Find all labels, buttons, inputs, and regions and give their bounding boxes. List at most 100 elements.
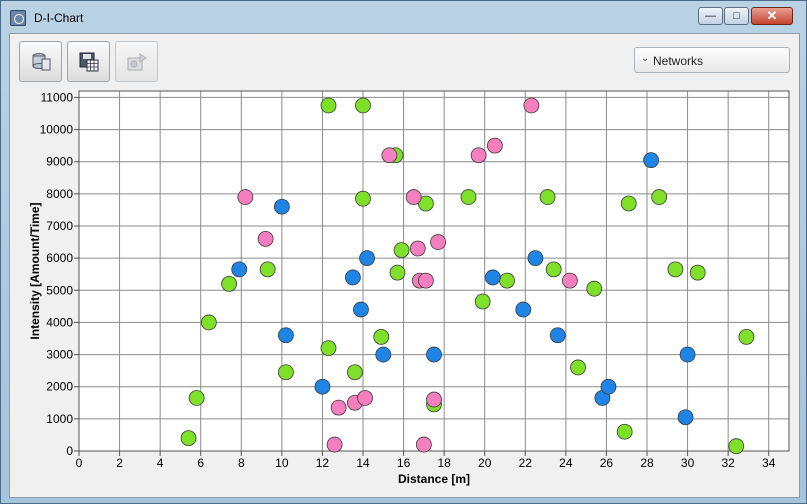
x-tick-label: 28 xyxy=(640,456,654,470)
data-point xyxy=(426,346,442,363)
data-point xyxy=(523,97,540,114)
data-point xyxy=(689,264,706,281)
data-point xyxy=(353,301,369,318)
data-point xyxy=(667,261,684,278)
data-point xyxy=(651,189,668,205)
x-tick-label: 32 xyxy=(721,456,735,470)
y-tick-label: 5000 xyxy=(46,283,73,297)
data-point xyxy=(259,261,276,278)
y-axis-label: Intensity [Amount/Time] xyxy=(28,202,42,339)
data-point xyxy=(430,234,446,250)
y-tick-label: 0 xyxy=(66,444,73,458)
x-tick-label: 34 xyxy=(762,456,776,470)
data-point xyxy=(257,230,274,247)
x-axis-label: Distance [m] xyxy=(398,472,470,486)
plot-border xyxy=(78,90,790,452)
maximize-button[interactable]: □ xyxy=(724,7,749,25)
data-point xyxy=(405,189,422,205)
data-point xyxy=(389,264,406,281)
data-point xyxy=(381,147,398,164)
data-point xyxy=(474,293,491,310)
export-chart-button[interactable] xyxy=(115,41,158,82)
data-point xyxy=(200,314,217,331)
title-bar[interactable]: D-I-Chart — □ ✕ xyxy=(1,1,806,33)
data-point xyxy=(586,280,603,297)
save-table-icon xyxy=(79,52,99,72)
database-button[interactable] xyxy=(19,41,62,82)
data-point xyxy=(278,327,294,344)
save-table-button[interactable] xyxy=(67,41,110,82)
data-point xyxy=(620,195,637,212)
data-point xyxy=(677,409,694,426)
networks-dropdown-label: Networks xyxy=(653,54,704,68)
x-tick-label: 26 xyxy=(600,456,614,470)
y-tick-label: 1000 xyxy=(46,412,73,426)
x-tick-label: 22 xyxy=(519,456,533,470)
data-point xyxy=(409,240,426,257)
data-point xyxy=(728,438,745,455)
data-point xyxy=(415,436,432,453)
database-icon xyxy=(32,53,51,71)
x-tick-label: 14 xyxy=(356,456,370,470)
y-tick-label: 10000 xyxy=(40,123,74,137)
data-point xyxy=(320,97,337,114)
minimize-button[interactable]: — xyxy=(698,7,723,25)
data-point xyxy=(679,346,696,363)
data-point xyxy=(393,242,410,259)
y-tick-label: 6000 xyxy=(46,251,73,265)
data-point xyxy=(426,391,442,408)
x-tick-label: 0 xyxy=(76,456,83,470)
data-point xyxy=(527,250,544,267)
x-tick-label: 10 xyxy=(275,456,289,470)
data-point xyxy=(357,390,373,406)
chevron-down-icon: ⌄ xyxy=(641,53,650,64)
app-icon xyxy=(10,10,26,26)
data-point xyxy=(355,190,371,207)
data-point xyxy=(344,269,361,286)
y-tick-label: 11000 xyxy=(41,90,74,104)
x-tick-label: 6 xyxy=(197,456,204,470)
data-point xyxy=(499,272,515,289)
data-point xyxy=(549,327,566,344)
data-point xyxy=(643,152,659,169)
data-point xyxy=(562,272,578,289)
x-tick-label: 8 xyxy=(238,456,245,470)
data-point xyxy=(417,272,434,289)
y-tick-label: 9000 xyxy=(46,155,73,169)
data-point xyxy=(570,359,586,376)
data-point xyxy=(460,189,477,205)
x-tick-label: 18 xyxy=(437,456,451,470)
data-point xyxy=(330,399,347,416)
x-tick-label: 16 xyxy=(397,456,411,470)
data-point xyxy=(180,430,197,447)
data-point xyxy=(484,269,501,286)
networks-dropdown[interactable]: ⌄ Networks xyxy=(634,47,790,73)
data-point xyxy=(231,261,248,278)
y-tick-label: 3000 xyxy=(46,348,73,362)
y-tick-label: 8000 xyxy=(46,187,73,201)
data-point xyxy=(375,346,392,363)
data-point xyxy=(346,364,363,381)
x-tick-label: 2 xyxy=(116,456,123,470)
data-point xyxy=(486,137,503,154)
data-point xyxy=(600,378,617,395)
data-point xyxy=(539,189,556,205)
data-point xyxy=(373,328,390,345)
x-tick-label: 20 xyxy=(478,456,492,470)
close-button[interactable]: ✕ xyxy=(751,7,793,25)
data-point xyxy=(738,328,755,345)
y-tick-label: 4000 xyxy=(46,315,73,329)
x-tick-label: 30 xyxy=(681,456,695,470)
data-point xyxy=(326,436,343,453)
y-tick-label: 2000 xyxy=(46,380,73,394)
data-point xyxy=(237,189,254,205)
data-point xyxy=(188,390,205,406)
data-point xyxy=(355,97,371,114)
data-point xyxy=(616,423,633,440)
x-tick-label: 24 xyxy=(559,456,573,470)
data-point xyxy=(320,340,337,357)
y-tick-label: 7000 xyxy=(46,219,73,233)
data-point xyxy=(470,147,487,164)
